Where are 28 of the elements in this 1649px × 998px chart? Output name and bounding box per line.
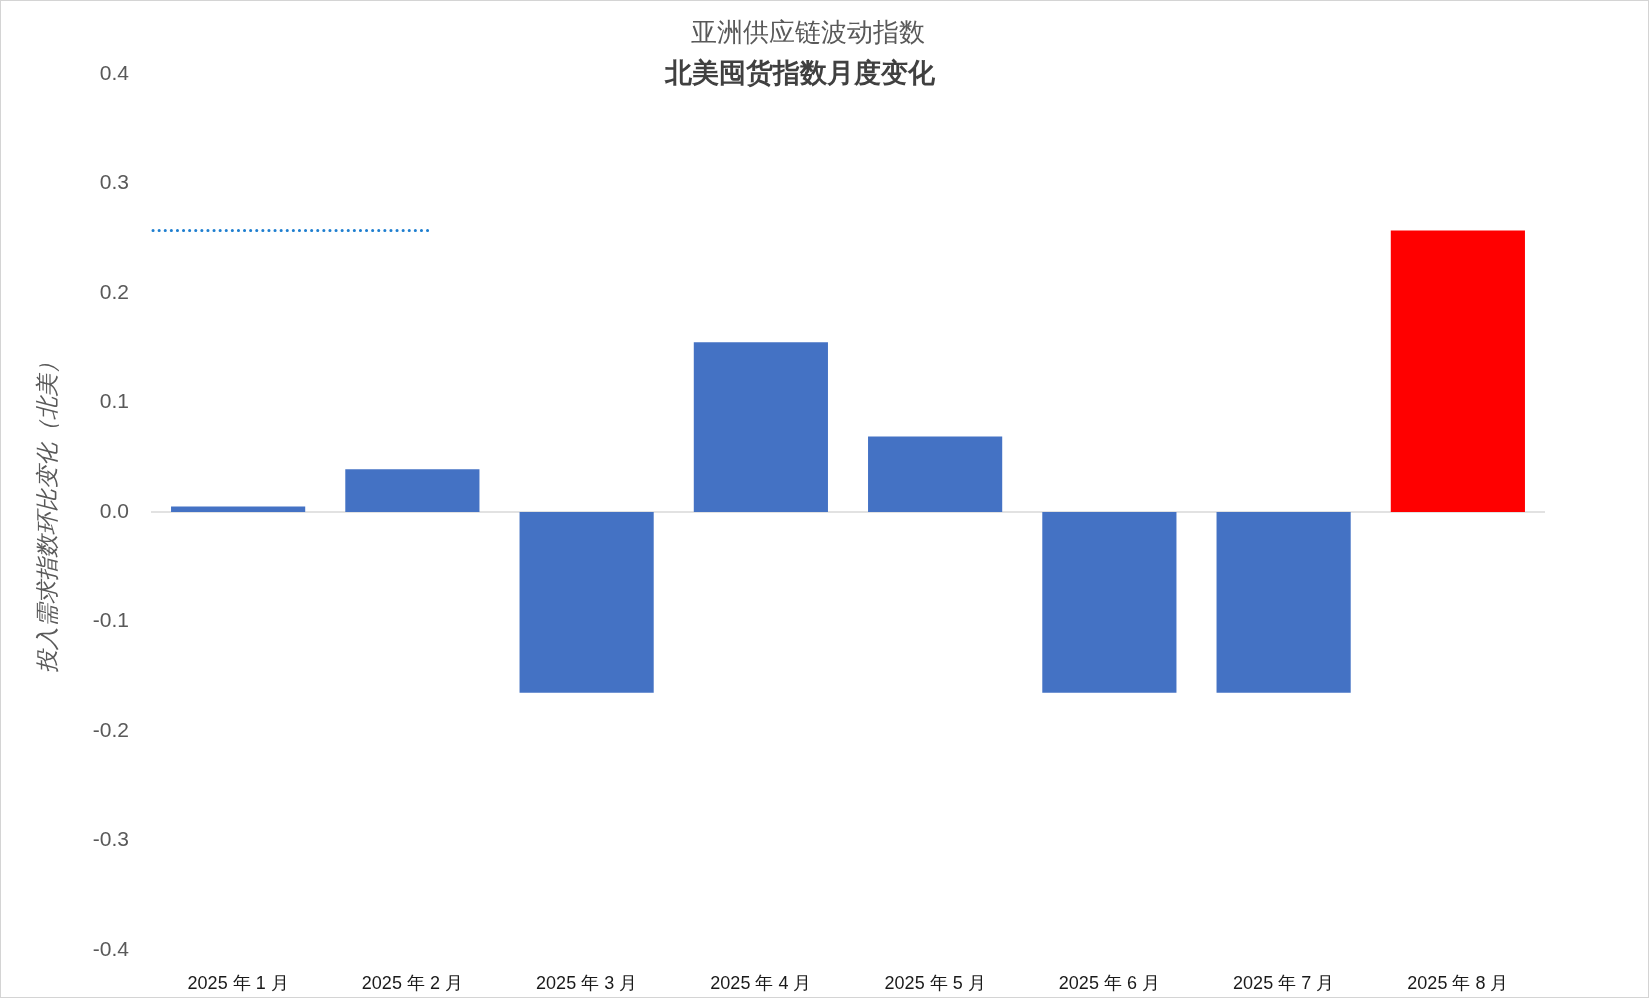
- bar: [868, 436, 1003, 512]
- y-tick-label: -0.3: [92, 827, 129, 851]
- x-tick-label: 2025 年 1 月: [187, 972, 289, 993]
- x-tick-label: 2025 年 4 月: [710, 972, 812, 993]
- y-tick-label: 0.4: [99, 60, 130, 84]
- x-tick-label: 2025 年 6 月: [1058, 972, 1160, 993]
- y-tick-label: 0.0: [99, 498, 129, 522]
- y-tick-label: -0.2: [92, 717, 129, 741]
- y-tick-label: -0.1: [92, 608, 129, 632]
- y-tick-label: 0.3: [99, 170, 129, 194]
- x-tick-label: 2025 年 3 月: [536, 972, 638, 993]
- x-tick-label: 2025 年 5 月: [884, 972, 986, 993]
- bar: [1390, 230, 1525, 512]
- chart-title: 亚洲供应链波动指数: [690, 17, 926, 47]
- y-tick-label: -0.4: [92, 936, 130, 960]
- bar: [1216, 512, 1351, 693]
- chart-subtitle: 北美囤货指数月度变化: [665, 58, 935, 88]
- bar: [171, 506, 306, 512]
- bar: [693, 342, 828, 512]
- bar: [345, 469, 480, 512]
- bar: [519, 512, 654, 693]
- x-tick-label: 2025 年 2 月: [361, 972, 463, 993]
- y-axis-title: 投入需求指数环比变化（北美）: [34, 351, 61, 673]
- y-tick-label: 0.1: [99, 389, 129, 413]
- x-tick-label: 2025 年 8 月: [1407, 972, 1509, 993]
- y-tick-label: 0.2: [99, 279, 129, 303]
- x-tick-label: 2025 年 7 月: [1233, 972, 1335, 993]
- bar: [1042, 512, 1177, 693]
